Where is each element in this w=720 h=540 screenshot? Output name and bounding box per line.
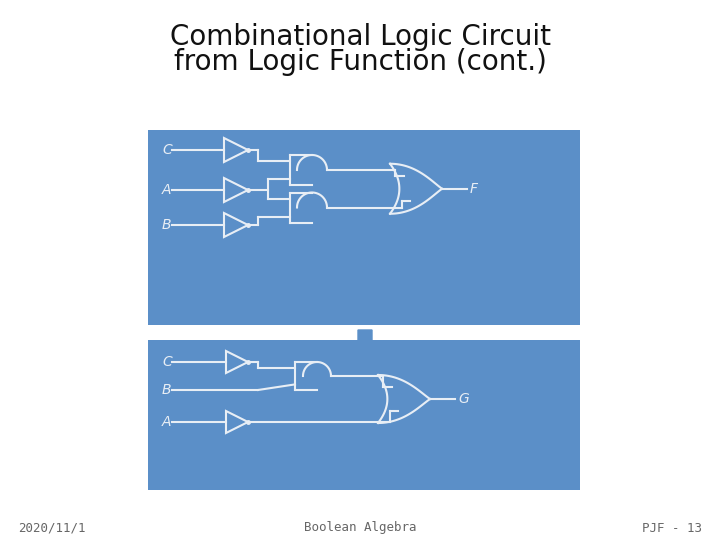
Text: Boolean Algebra: Boolean Algebra [304,522,416,535]
Text: B: B [162,383,171,397]
Text: A: A [162,183,171,197]
Text: F: F [470,182,478,195]
Text: B: B [162,218,171,232]
Text: G: G [458,392,469,406]
Text: C: C [162,355,172,369]
Bar [148,340,580,490]
Text: C: C [162,143,172,157]
Text: 2020/11/1: 2020/11/1 [18,522,86,535]
Text: Combinational Logic Circuit: Combinational Logic Circuit [169,23,551,51]
Text: PJF - 13: PJF - 13 [642,522,702,535]
Text: from Logic Function (cont.): from Logic Function (cont.) [174,48,546,76]
Text: A: A [162,415,171,429]
Bar [148,130,580,325]
FancyArrow shape [354,330,376,360]
